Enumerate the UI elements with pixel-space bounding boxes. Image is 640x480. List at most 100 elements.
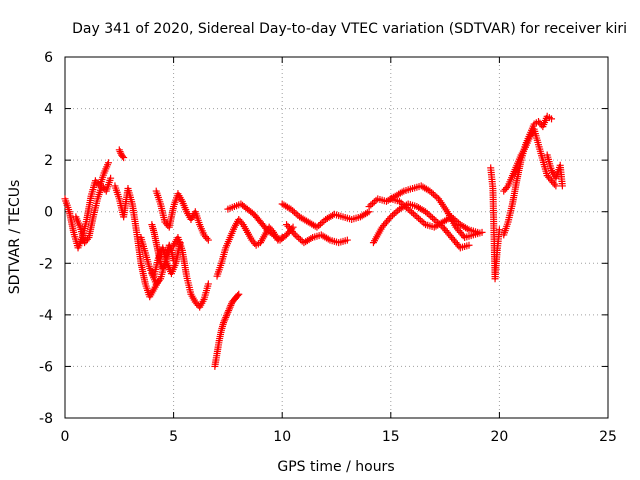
data-point [104, 159, 112, 167]
data-point [408, 208, 416, 216]
data-point [431, 192, 439, 200]
x-tick-label: 0 [61, 429, 70, 445]
data-point [429, 214, 437, 222]
data-point [390, 210, 398, 218]
series-track-16 [387, 195, 482, 236]
data-point [392, 208, 400, 216]
data-point [160, 261, 168, 269]
series-track-7 [152, 187, 212, 244]
data-point [222, 312, 230, 320]
data-point [170, 257, 178, 265]
series-track-20 [543, 151, 566, 190]
x-tick-label: 25 [599, 429, 617, 445]
data-point [548, 115, 556, 123]
series-track-8 [148, 221, 178, 272]
data-point [203, 234, 211, 242]
data-point [495, 226, 503, 234]
data-point [220, 317, 228, 325]
data-point [225, 305, 233, 313]
series-track-9 [213, 215, 286, 280]
data-point [235, 290, 243, 298]
data-point [116, 148, 124, 156]
data-point [550, 180, 558, 188]
data-point [465, 241, 473, 249]
series-track-17 [487, 164, 503, 283]
data-point [226, 303, 234, 311]
data-point [430, 215, 438, 223]
data-point [318, 219, 326, 227]
data-point [290, 208, 298, 216]
data-points [61, 112, 566, 370]
data-point [295, 234, 303, 242]
data-point [474, 228, 482, 236]
x-tick-label: 10 [273, 429, 291, 445]
data-point [107, 174, 115, 182]
data-point [155, 276, 163, 284]
series-track-19 [500, 125, 560, 195]
data-point [293, 232, 301, 240]
data-point [227, 301, 235, 309]
y-tick-label: -4 [39, 308, 53, 324]
series-track-14 [365, 182, 486, 241]
data-point [290, 229, 298, 237]
y-tick-label: 6 [44, 50, 53, 66]
series-track-10 [211, 290, 243, 370]
series-track-13 [283, 221, 351, 247]
data-point [385, 215, 393, 223]
data-point [416, 216, 424, 224]
x-tick-label: 15 [382, 429, 400, 445]
data-point [415, 214, 423, 222]
series-track-3 [115, 146, 128, 162]
x-tick-labels: 0 5 10 15 20 25 [61, 429, 617, 445]
data-point [365, 203, 373, 211]
data-point [224, 308, 232, 316]
data-point [204, 236, 212, 244]
data-point [369, 199, 377, 207]
data-point [165, 241, 173, 249]
x-tick-label: 20 [490, 429, 508, 445]
plot-frame [64, 56, 609, 419]
data-point [315, 222, 323, 230]
chart-title: Day 341 of 2020, Sidereal Day-to-day VTE… [72, 21, 627, 37]
series-track-11 [224, 200, 297, 244]
data-point [221, 315, 229, 323]
data-point [159, 263, 167, 271]
data-point [372, 196, 380, 204]
data-point [167, 245, 175, 253]
data-point [343, 236, 351, 244]
data-point [413, 213, 421, 221]
x-axis-title: GPS time / hours [277, 459, 394, 475]
data-point [411, 211, 419, 219]
data-point [389, 211, 397, 219]
data-point [552, 182, 560, 190]
y-tick-label: -6 [39, 359, 53, 375]
series-track-12 [278, 200, 373, 231]
series-track-2 [72, 174, 115, 247]
y-tick-label: 2 [44, 153, 53, 169]
data-point [427, 212, 435, 220]
data-point [409, 210, 417, 218]
data-point [220, 319, 228, 327]
data-point [418, 218, 426, 226]
data-point [159, 264, 167, 272]
y-tick-label: 4 [44, 102, 53, 118]
data-point [225, 307, 233, 315]
data-point [503, 184, 511, 192]
data-point [558, 182, 566, 190]
data-point [223, 310, 231, 318]
grid-lines [65, 57, 608, 418]
data-point [234, 292, 242, 300]
y-tick-label: -8 [39, 411, 53, 427]
data-point [367, 201, 375, 209]
y-tick-label: -2 [39, 256, 53, 272]
data-point [238, 219, 246, 227]
data-point [222, 313, 230, 321]
y-axis-title: SDTVAR / TECUs [7, 180, 23, 295]
data-point [429, 190, 437, 198]
data-point [425, 211, 433, 219]
data-point [166, 243, 174, 251]
y-tick-labels: -8 -6 -4 -2 0 2 4 6 [39, 50, 53, 427]
data-point [119, 152, 127, 160]
y-tick-label: 0 [44, 205, 53, 221]
